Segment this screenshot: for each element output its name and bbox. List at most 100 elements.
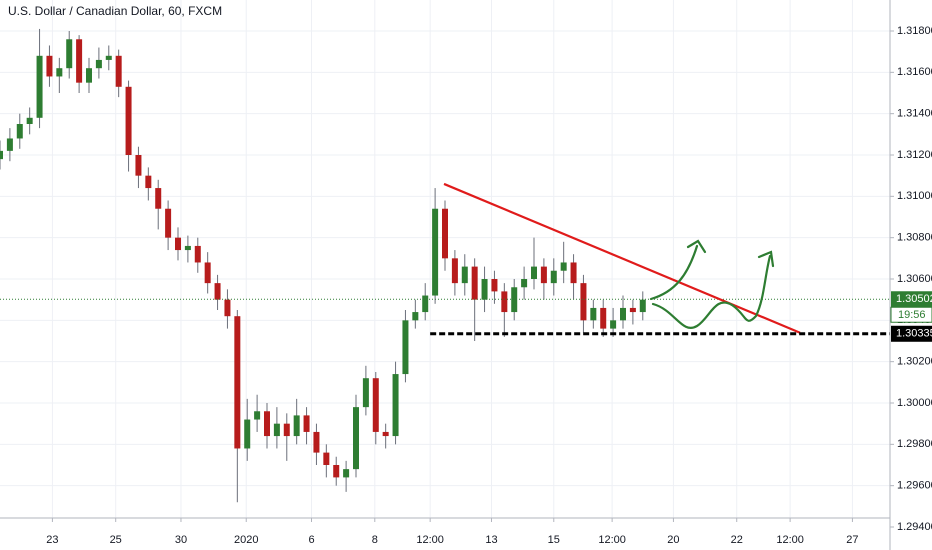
candle-body bbox=[204, 262, 211, 284]
candle-body bbox=[392, 374, 399, 437]
candle-body bbox=[184, 245, 191, 251]
chart-title: U.S. Dollar / Canadian Dollar, 60, FXCM bbox=[8, 4, 222, 18]
candle-body bbox=[36, 55, 43, 118]
candle-body bbox=[254, 411, 261, 420]
y-tick-label: 1.31000 bbox=[897, 190, 932, 202]
candle-body bbox=[382, 431, 389, 437]
candle-body bbox=[115, 55, 122, 87]
candle-body bbox=[224, 299, 231, 317]
y-tick-label: 1.31400 bbox=[897, 108, 932, 120]
candle-body bbox=[343, 469, 350, 478]
candle-body bbox=[313, 431, 320, 453]
candle-body bbox=[531, 266, 537, 279]
x-tick-label: 25 bbox=[110, 534, 122, 546]
candle-body bbox=[155, 188, 162, 209]
arrow-up-head bbox=[686, 239, 707, 254]
x-tick-label: 13 bbox=[485, 534, 497, 546]
x-tick-label: 2020 bbox=[234, 534, 258, 546]
x-tick-label: 30 bbox=[175, 534, 187, 546]
candle-body bbox=[333, 465, 340, 478]
scenario-arrows bbox=[649, 239, 775, 329]
x-tick-label: 27 bbox=[846, 534, 858, 546]
candle-body bbox=[521, 279, 528, 288]
candle-body bbox=[491, 279, 498, 292]
candle-body bbox=[56, 68, 63, 77]
candle-body bbox=[412, 312, 419, 321]
candle-body bbox=[293, 415, 300, 437]
candle-body bbox=[372, 378, 379, 432]
candle-body bbox=[66, 39, 73, 69]
y-tick-label: 1.29400 bbox=[897, 521, 932, 533]
y-tick-label: 1.31800 bbox=[897, 25, 932, 37]
candle-body bbox=[145, 175, 152, 189]
y-tick-label: 1.30200 bbox=[897, 356, 932, 368]
candle-body bbox=[471, 266, 478, 300]
candle-body bbox=[234, 316, 241, 449]
candle-body bbox=[629, 307, 636, 313]
candle-body bbox=[639, 299, 646, 313]
support-box bbox=[891, 325, 932, 342]
x-tick-label: 12:00 bbox=[598, 534, 626, 546]
candle-body bbox=[550, 270, 557, 284]
x-tick-label: 12:00 bbox=[416, 534, 444, 546]
x-tick-label: 8 bbox=[372, 534, 378, 546]
candle-body bbox=[303, 415, 310, 432]
arrow-up-path bbox=[649, 244, 699, 301]
candle-body bbox=[214, 283, 221, 300]
candle-body bbox=[46, 55, 53, 77]
candle-body bbox=[560, 262, 567, 271]
candle-body bbox=[76, 39, 83, 83]
candle-body bbox=[442, 208, 448, 259]
candle-body bbox=[362, 378, 369, 408]
y-tick-label: 1.29800 bbox=[897, 438, 932, 450]
countdown-box bbox=[890, 306, 932, 323]
candle-body bbox=[432, 208, 439, 296]
candle-body bbox=[540, 266, 547, 284]
candle-body bbox=[135, 155, 142, 176]
x-tick-label: 12:00 bbox=[776, 534, 804, 546]
candle-body bbox=[451, 258, 458, 284]
x-tick-label: 20 bbox=[667, 534, 679, 546]
y-tick-label: 1.29600 bbox=[897, 480, 932, 492]
candle-body bbox=[165, 208, 172, 238]
candle-body bbox=[422, 295, 429, 313]
candle-body bbox=[580, 283, 587, 321]
last-price-box bbox=[891, 291, 932, 308]
candle-body bbox=[402, 320, 409, 375]
candle-body bbox=[511, 287, 518, 313]
candle-body bbox=[501, 291, 508, 313]
support-label: 1.30335 bbox=[896, 328, 932, 340]
candle-body bbox=[244, 419, 251, 449]
y-tick-label: 1.30600 bbox=[897, 273, 932, 285]
candle-body bbox=[273, 423, 280, 437]
x-tick-label: 22 bbox=[731, 534, 743, 546]
last-price-label: 1.30502 bbox=[896, 293, 932, 305]
candle-body bbox=[175, 237, 181, 251]
candle-body bbox=[590, 307, 597, 321]
candle-body bbox=[26, 117, 33, 124]
x-tick-label: 23 bbox=[46, 534, 58, 546]
candle-body bbox=[194, 245, 201, 263]
candle-body bbox=[323, 452, 330, 465]
candle-body bbox=[16, 124, 23, 139]
arrow-wave-path bbox=[651, 254, 772, 329]
candle-body bbox=[105, 55, 112, 60]
candle-body bbox=[283, 423, 290, 437]
candle-body bbox=[570, 262, 577, 284]
countdown-label: 19:56 bbox=[898, 309, 926, 321]
candle-body bbox=[95, 59, 102, 69]
candle-body bbox=[481, 279, 488, 300]
candle-body bbox=[0, 150, 3, 160]
candle-body bbox=[620, 307, 626, 321]
candle-body bbox=[610, 320, 617, 329]
candle-body bbox=[600, 307, 607, 329]
y-tick-label: 1.30000 bbox=[897, 397, 932, 409]
candle-body bbox=[264, 411, 270, 437]
y-tick-label: 1.30800 bbox=[897, 232, 932, 244]
candle-body bbox=[461, 266, 468, 284]
candle-body bbox=[125, 86, 132, 155]
arrow-wave-head bbox=[757, 250, 775, 268]
trendline bbox=[443, 182, 801, 334]
y-tick-label: 1.31200 bbox=[897, 149, 932, 161]
